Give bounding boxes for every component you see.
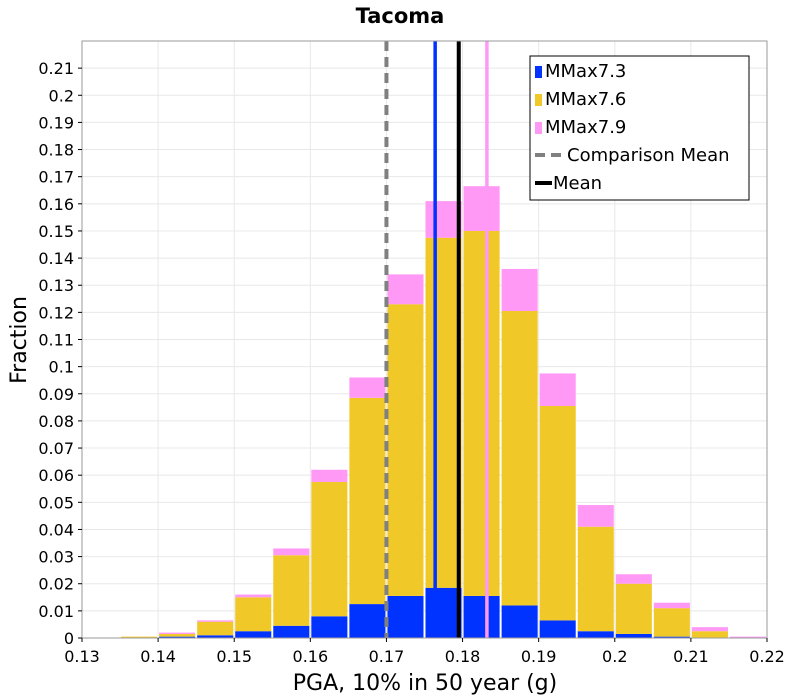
legend: MMax7.3 MMax7.6 MMax7.9 Comparison Mean Mean xyxy=(529,55,750,201)
bar-mmax7-9 xyxy=(387,274,424,305)
y-tick-label: 0.13 xyxy=(38,276,74,295)
bar-mmax7-6 xyxy=(311,481,348,617)
bar-mmax7-3 xyxy=(387,595,424,638)
mean-lines xyxy=(384,41,489,638)
bar-mmax7-6 xyxy=(577,526,614,632)
bar-mmax7-3 xyxy=(311,616,348,638)
bar-mmax7-3 xyxy=(425,587,462,638)
bar-mmax7-3 xyxy=(273,625,310,638)
x-tick-label: 0.14 xyxy=(140,647,176,666)
bar-mmax7-3 xyxy=(235,631,272,638)
x-tick-label: 0.2 xyxy=(602,647,627,666)
y-axis-ticks: 0 0.01 0.02 0.03 0.04 0.05 0.06 0.07 0.08 0.09 0.1… xyxy=(38,59,82,648)
y-tick-label: 0.17 xyxy=(38,168,74,187)
bar-mmax7-9 xyxy=(729,636,766,638)
y-tick-label: 0.09 xyxy=(38,385,74,404)
bar-mmax7-6 xyxy=(539,405,576,621)
legend-label: MMax7.6 xyxy=(545,89,626,110)
bar-mmax7-9 xyxy=(425,201,462,238)
bar-mmax7-6 xyxy=(463,230,500,596)
y-tick-label: 0.18 xyxy=(38,141,74,160)
bar-mmax7-6 xyxy=(615,583,652,634)
y-tick-label: 0.06 xyxy=(38,466,74,485)
y-tick-label: 0.2 xyxy=(49,86,74,105)
bar-mmax7-9 xyxy=(691,627,728,632)
x-tick-label: 0.17 xyxy=(369,647,405,666)
x-tick-label: 0.15 xyxy=(216,647,252,666)
legend-swatch xyxy=(535,94,542,106)
y-tick-label: 0.14 xyxy=(38,249,74,268)
bar-mmax7-6 xyxy=(501,311,538,606)
bar-mmax7-6 xyxy=(235,597,272,632)
bar-mmax7-9 xyxy=(463,186,500,231)
x-tick-label: 0.21 xyxy=(673,647,709,666)
bar-mmax7-6 xyxy=(273,555,310,626)
bar-mmax7-3 xyxy=(539,620,576,638)
y-tick-label: 0 xyxy=(64,629,74,648)
bar-mmax7-9 xyxy=(615,574,652,584)
x-tick-label: 0.18 xyxy=(445,647,481,666)
y-tick-label: 0.16 xyxy=(38,195,74,214)
bar-mmax7-9 xyxy=(273,548,310,556)
x-tick-label: 0.19 xyxy=(521,647,557,666)
x-tick-label: 0.16 xyxy=(293,647,329,666)
y-tick-label: 0.12 xyxy=(38,303,74,322)
y-tick-label: 0.11 xyxy=(38,331,74,350)
y-tick-label: 0.19 xyxy=(38,113,74,132)
bar-mmax7-3 xyxy=(501,605,538,638)
bar-mmax7-3 xyxy=(349,604,386,638)
y-tick-label: 0.15 xyxy=(38,222,74,241)
legend-label: MMax7.9 xyxy=(545,117,626,138)
bar-mmax7-9 xyxy=(653,602,690,609)
bar-mmax7-6 xyxy=(159,633,196,637)
bar-mmax7-9 xyxy=(235,594,272,598)
y-tick-label: 0.03 xyxy=(38,548,74,567)
chart-title: Tacoma xyxy=(356,4,445,28)
bar-mmax7-6 xyxy=(349,397,386,605)
y-tick-label: 0.08 xyxy=(38,412,74,431)
legend-label: Comparison Mean xyxy=(567,145,730,166)
bar-mmax7-3 xyxy=(197,635,234,638)
y-tick-label: 0.02 xyxy=(38,575,74,594)
legend-label: MMax7.3 xyxy=(545,61,626,82)
bar-mmax7-3 xyxy=(159,636,196,638)
legend-swatch xyxy=(535,66,542,78)
bar-mmax7-9 xyxy=(501,268,538,312)
y-axis-title: Fraction xyxy=(7,296,32,384)
bar-mmax7-3 xyxy=(653,636,690,638)
bar-mmax7-6 xyxy=(197,621,234,636)
legend-box xyxy=(529,55,750,201)
y-tick-label: 0.07 xyxy=(38,439,74,458)
x-tick-label: 0.22 xyxy=(749,647,785,666)
y-tick-label: 0.1 xyxy=(49,358,74,377)
bar-mmax7-3 xyxy=(615,633,652,638)
y-tick-label: 0.01 xyxy=(38,602,74,621)
legend-swatch xyxy=(535,122,542,134)
x-axis-title: PGA, 10% in 50 year (g) xyxy=(293,671,557,696)
bar-mmax7-3 xyxy=(463,595,500,638)
bar-mmax7-6 xyxy=(653,608,690,637)
y-tick-label: 0.21 xyxy=(38,59,74,78)
bar-mmax7-6 xyxy=(121,636,158,638)
bar-mmax7-3 xyxy=(577,631,614,638)
y-tick-label: 0.05 xyxy=(38,493,74,512)
bar-mmax7-6 xyxy=(691,631,728,638)
bar-mmax7-9 xyxy=(539,373,576,406)
bar-mmax7-6 xyxy=(425,237,462,588)
bar-mmax7-9 xyxy=(349,377,386,398)
bars xyxy=(121,186,766,638)
bar-mmax7-9 xyxy=(577,505,614,527)
bar-mmax7-6 xyxy=(387,304,424,596)
y-tick-label: 0.04 xyxy=(38,520,74,539)
bar-mmax7-9 xyxy=(159,632,196,634)
bar-mmax7-9 xyxy=(311,469,348,482)
x-axis-ticks: 0.13 0.14 0.15 0.16 0.17 0.18 0.19 0.2 0.21 0.22 xyxy=(64,638,785,666)
legend-label: Mean xyxy=(553,173,602,194)
x-tick-label: 0.13 xyxy=(64,647,100,666)
bar-mmax7-9 xyxy=(197,620,234,622)
